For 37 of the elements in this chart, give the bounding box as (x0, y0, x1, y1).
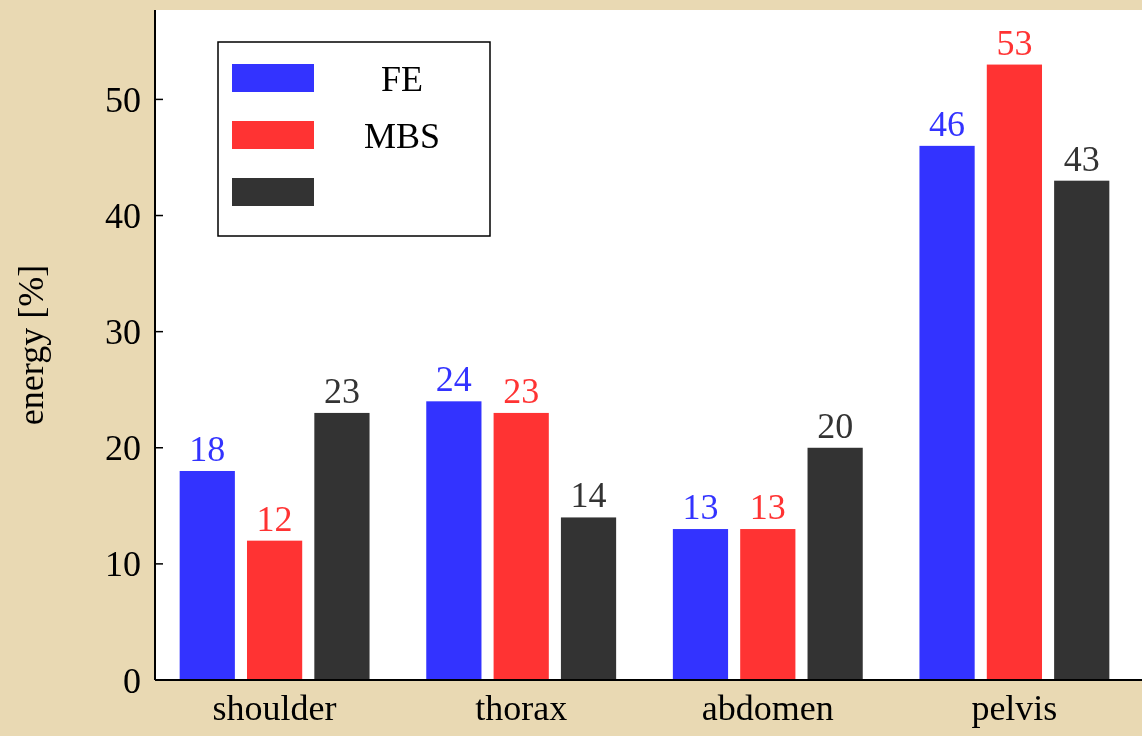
bar (1054, 180, 1110, 680)
y-tick-label: 50 (105, 80, 141, 121)
data-label: 12 (256, 498, 293, 539)
legend-label: FE (380, 58, 424, 99)
data-label: 14 (570, 475, 607, 516)
data-label: 43 (1063, 138, 1100, 179)
bar (807, 447, 863, 680)
y-tick-label: 40 (105, 196, 141, 237)
data-label: 24 (435, 359, 472, 400)
y-axis-title: energy [%] (11, 264, 51, 426)
bar (560, 517, 617, 680)
bar (672, 529, 729, 680)
data-label: 20 (817, 405, 854, 446)
y-tick-label: 20 (105, 428, 141, 469)
legend-label: MBS (363, 115, 441, 156)
x-tick-label: thorax (475, 688, 568, 728)
bar (426, 401, 482, 680)
bar (919, 145, 975, 680)
data-label: 46 (929, 103, 966, 144)
data-label: 23 (503, 370, 540, 411)
x-tick-label: abdomen (701, 688, 834, 728)
bar (986, 64, 1043, 680)
x-tick-label: shoulder (212, 688, 337, 728)
data-label: 13 (749, 487, 786, 528)
bar (493, 412, 549, 680)
bar (246, 540, 303, 680)
data-label: 13 (682, 487, 719, 528)
bar (314, 412, 370, 680)
data-label: 53 (996, 22, 1033, 63)
y-tick-label: 0 (123, 660, 141, 701)
y-tick-label: 10 (105, 544, 141, 585)
x-tick-label: pelvis (971, 688, 1058, 728)
bar (740, 529, 796, 680)
bar (179, 470, 235, 680)
data-label: 23 (323, 370, 360, 411)
y-tick-label: 30 (105, 312, 141, 353)
data-label: 18 (189, 428, 226, 469)
